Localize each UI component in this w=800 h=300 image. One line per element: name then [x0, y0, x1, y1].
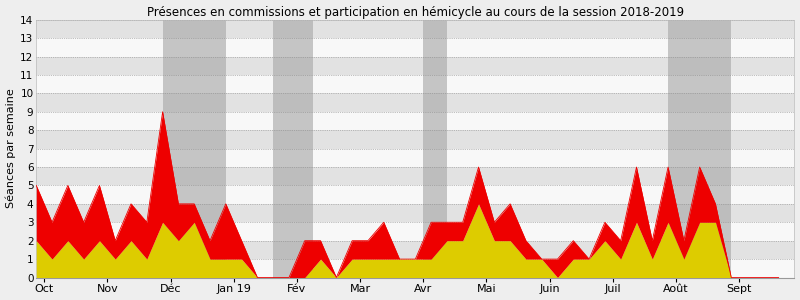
Bar [36, 167, 794, 185]
Y-axis label: Séances par semaine: Séances par semaine [6, 89, 16, 208]
Bar [36, 222, 794, 241]
Bar [36, 38, 794, 56]
Bar [36, 112, 794, 130]
Bar [423, 20, 447, 278]
Bar [36, 130, 794, 148]
Bar [36, 204, 794, 222]
Bar [36, 241, 794, 259]
Bar [36, 93, 794, 112]
Bar [36, 259, 794, 278]
Bar [36, 185, 794, 204]
Title: Présences en commissions et participation en hémicycle au cours de la session 20: Présences en commissions et participatio… [146, 6, 684, 19]
Bar [36, 56, 794, 75]
Bar [36, 75, 794, 93]
Bar [162, 20, 226, 278]
Bar [668, 20, 731, 278]
Bar [36, 20, 794, 38]
Bar [36, 148, 794, 167]
Bar [273, 20, 313, 278]
